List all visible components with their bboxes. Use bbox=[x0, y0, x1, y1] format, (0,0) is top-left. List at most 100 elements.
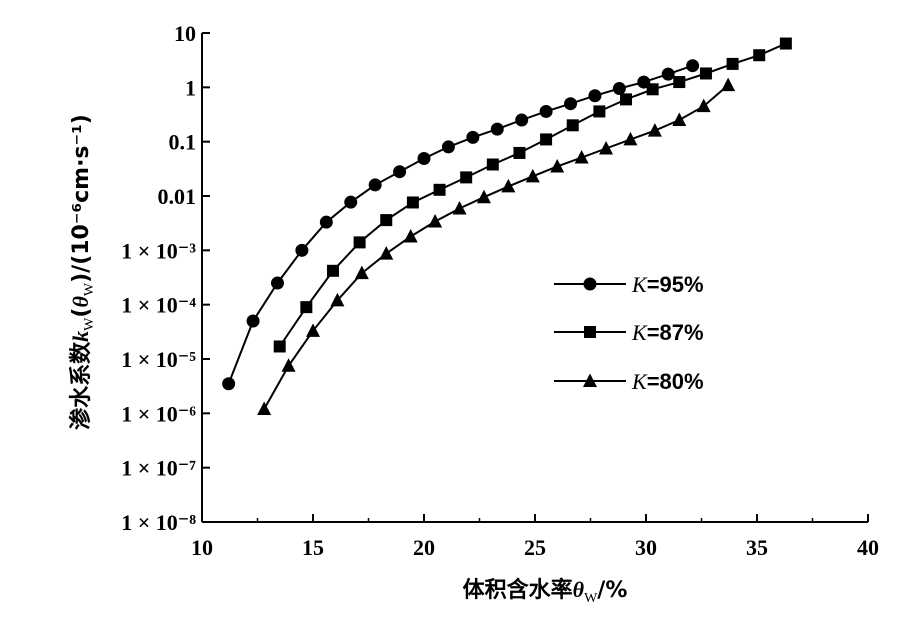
legend-label-k: K bbox=[631, 369, 648, 394]
x-axis-title: 体积含水率θW/% bbox=[463, 577, 628, 606]
data-point-square bbox=[380, 214, 393, 227]
y-axis-title-theta: θ bbox=[68, 296, 93, 308]
legend: K=95%K=87%K=80% bbox=[554, 272, 704, 394]
data-point-square bbox=[593, 105, 606, 118]
y-axis-title: 渗水系数kW(θW)/(10⁻⁶cm·s⁻¹) bbox=[68, 114, 97, 430]
data-point-square bbox=[513, 146, 526, 159]
data-point-circle bbox=[368, 178, 382, 192]
data-point-circle bbox=[583, 277, 597, 291]
legend-label-value: =95% bbox=[647, 272, 704, 297]
x-axis-title-sub: W bbox=[584, 591, 598, 606]
data-point-triangle bbox=[672, 112, 687, 127]
data-point-square bbox=[326, 264, 339, 277]
data-point-triangle bbox=[623, 131, 638, 146]
data-point-square bbox=[460, 171, 473, 184]
y-tick-label: 1 × 10⁻⁶ bbox=[121, 401, 196, 426]
data-point-square bbox=[646, 83, 659, 96]
y-axis-title-close: ) bbox=[69, 273, 94, 283]
series-line-circle bbox=[227, 64, 693, 385]
legend-label-k: K bbox=[631, 320, 648, 345]
data-point-square bbox=[353, 236, 366, 249]
data-point-triangle bbox=[452, 200, 467, 215]
y-axis-title-open: ( bbox=[69, 308, 94, 318]
data-point-triangle bbox=[647, 123, 662, 137]
data-point-circle bbox=[466, 130, 480, 144]
y-tick-label: 1 × 10⁻³ bbox=[121, 238, 196, 263]
x-tick-label: 20 bbox=[413, 535, 435, 560]
data-point-triangle bbox=[599, 140, 614, 155]
data-point-circle bbox=[393, 165, 407, 179]
data-point-circle bbox=[295, 243, 309, 257]
data-point-square bbox=[726, 57, 739, 70]
x-axis-title-main: 体积含水率 bbox=[463, 577, 573, 603]
y-tick-label: 1 × 10⁻⁵ bbox=[121, 347, 196, 372]
data-point-triangle bbox=[281, 358, 296, 372]
legend-item-triangle: K=80% bbox=[554, 369, 704, 394]
x-tick-label: 40 bbox=[857, 535, 879, 560]
data-point-square bbox=[584, 326, 596, 338]
y-tick-label: 10 bbox=[174, 21, 196, 46]
data-point-circle bbox=[246, 314, 260, 328]
legend-label: K=80% bbox=[631, 369, 704, 394]
data-point-triangle bbox=[525, 168, 540, 183]
data-point-square bbox=[486, 158, 499, 171]
data-point-triangle bbox=[428, 213, 443, 228]
series-circle bbox=[222, 59, 700, 391]
data-point-circle bbox=[515, 113, 529, 127]
y-tick-label: 1 bbox=[185, 75, 196, 100]
data-point-square bbox=[620, 93, 633, 106]
y-axis-title-unit: /(10⁻⁶cm·s⁻¹) bbox=[69, 114, 94, 273]
legend-label: K=95% bbox=[631, 272, 704, 297]
data-point-triangle bbox=[583, 373, 597, 387]
y-axis-title-prefix: 渗水系数 bbox=[68, 341, 94, 430]
data-point-circle bbox=[686, 59, 700, 73]
data-point-circle bbox=[319, 215, 333, 229]
x-axis-title-symbol: θ bbox=[573, 577, 585, 602]
data-point-circle bbox=[539, 104, 553, 118]
series-triangle bbox=[257, 77, 736, 416]
data-point-triangle bbox=[501, 178, 516, 193]
data-point-triangle bbox=[721, 77, 736, 92]
data-point-square bbox=[699, 67, 712, 80]
y-tick-label: 0.01 bbox=[158, 184, 197, 209]
series-square bbox=[273, 37, 792, 353]
y-tick-label: 1 × 10⁻⁷ bbox=[121, 456, 196, 481]
data-point-square bbox=[433, 183, 446, 196]
data-point-circle bbox=[441, 140, 455, 154]
data-point-triangle bbox=[574, 150, 589, 164]
data-point-circle bbox=[588, 89, 602, 103]
x-axis-title-unit: /% bbox=[597, 578, 627, 603]
x-tick-label: 35 bbox=[746, 535, 768, 560]
data-point-circle bbox=[222, 377, 236, 391]
data-point-square bbox=[540, 133, 553, 146]
y-axis-title-k: k bbox=[68, 331, 93, 342]
series-layer bbox=[222, 37, 792, 416]
data-point-square bbox=[779, 37, 792, 50]
legend-label: K=87% bbox=[631, 320, 704, 345]
legend-item-square: K=87% bbox=[554, 320, 704, 345]
x-tick-label: 30 bbox=[635, 535, 657, 560]
y-tick-label: 0.1 bbox=[169, 130, 197, 155]
data-point-square bbox=[273, 340, 286, 353]
data-point-circle bbox=[661, 67, 675, 81]
y-tick-label: 1 × 10⁻⁴ bbox=[121, 293, 196, 318]
data-point-circle bbox=[612, 82, 626, 96]
data-point-triangle bbox=[306, 323, 320, 337]
data-point-square bbox=[753, 49, 766, 62]
y-tick-label: 1 × 10⁻⁸ bbox=[121, 510, 196, 535]
data-point-triangle bbox=[403, 228, 418, 243]
x-tick-label: 15 bbox=[302, 535, 324, 560]
data-point-circle bbox=[490, 122, 504, 136]
data-point-circle bbox=[270, 276, 284, 290]
data-point-circle bbox=[417, 151, 431, 165]
y-axis-title-sub2: W bbox=[82, 282, 97, 296]
data-point-circle bbox=[344, 195, 358, 209]
data-point-triangle bbox=[696, 98, 711, 113]
data-point-triangle bbox=[354, 265, 369, 280]
legend-label-value: =80% bbox=[647, 369, 704, 394]
data-point-circle bbox=[564, 97, 578, 111]
data-point-square bbox=[406, 196, 419, 209]
y-axis-title-sub1: W bbox=[82, 317, 97, 331]
data-point-square bbox=[673, 76, 686, 89]
legend-item-circle: K=95% bbox=[554, 272, 704, 297]
